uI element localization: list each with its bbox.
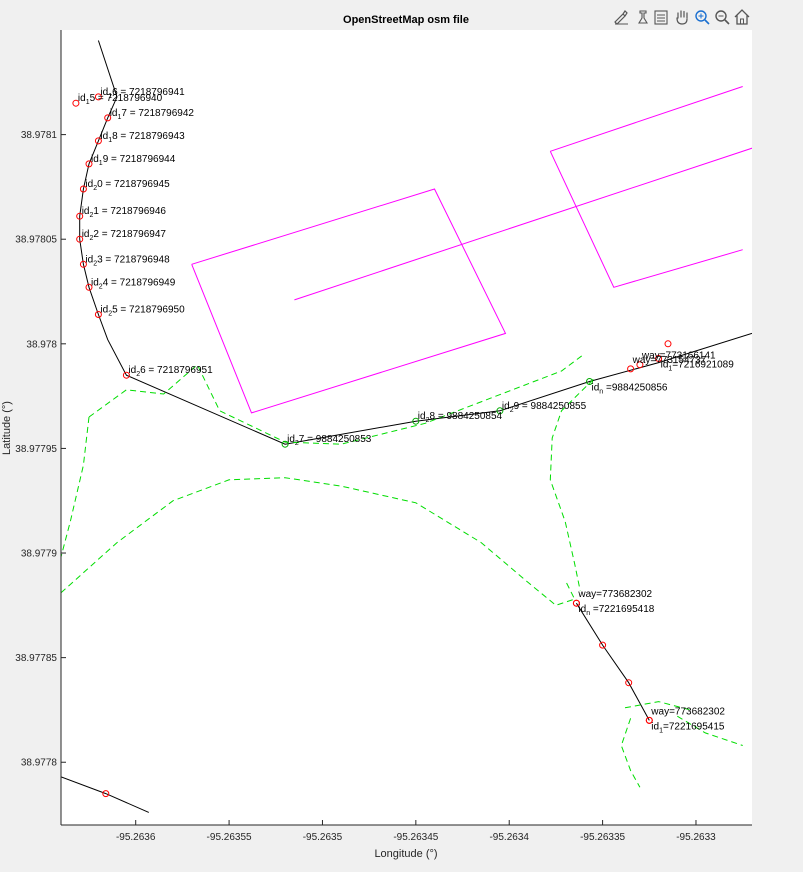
y-axis-ticks: 38.9778 38.97785 38.9779 38.97795 38.978 38.9… <box>15 130 66 769</box>
y-axis-label: Latitude (°) <box>1 401 13 455</box>
y-tick-label: 38.9779 <box>21 549 58 560</box>
y-tick-label: 38.9781 <box>21 130 58 141</box>
series-line-green-dashed <box>677 715 743 746</box>
node-marker[interactable] <box>94 93 102 101</box>
node-label: way=773682302 <box>577 589 652 600</box>
series-line-green-dashed <box>624 701 691 711</box>
x-tick-label: -95.26345 <box>393 832 438 843</box>
node-label: way=773682302 <box>650 706 725 717</box>
node-label: id23 = 7218796948 <box>85 254 170 267</box>
node-marker[interactable] <box>94 311 102 318</box>
x-axis-ticks: -95.2636 -95.26355 -95.2635 -95.26345 -95.26… <box>116 820 716 843</box>
node-marker[interactable] <box>599 641 607 649</box>
node-label: id27 = 9884250853 <box>287 434 372 447</box>
node-marker[interactable] <box>94 137 102 145</box>
node-marker[interactable] <box>627 365 635 373</box>
series-line-green-dashed <box>88 353 585 445</box>
node-marker[interactable] <box>72 99 80 107</box>
node-marker[interactable] <box>625 679 633 687</box>
node-label: id21 = 7218796946 <box>82 206 167 219</box>
series-line-green-dashed <box>61 416 90 559</box>
node-label: id17 = 7218796942 <box>110 108 195 121</box>
series-line-black-solid <box>61 776 150 813</box>
node-label: id19 = 7218796944 <box>91 154 176 167</box>
node-marker[interactable] <box>122 371 130 379</box>
y-tick-label: 38.9778 <box>21 758 58 769</box>
y-tick-label: 38.97785 <box>15 653 57 664</box>
zoom-in-icon[interactable] <box>693 8 711 26</box>
node-label: id1=7216921089 <box>661 360 735 373</box>
node-label: id1=7221695415 <box>651 721 725 734</box>
chart-title: OpenStreetMap osm file <box>343 14 469 26</box>
node-label: idn =7221695418 <box>578 604 654 617</box>
node-label: way=773166141 <box>641 351 716 362</box>
node-marker[interactable] <box>104 114 112 122</box>
axes-toolbar <box>612 8 751 26</box>
node-label: idn =9884250856 <box>592 383 668 396</box>
x-tick-label: -95.2635 <box>303 832 343 843</box>
pan-hand-icon[interactable] <box>673 8 691 26</box>
node-label: way=773154737 <box>632 355 707 366</box>
node-marker[interactable] <box>76 235 84 243</box>
node-label: id16 = 7218796941 <box>100 87 185 100</box>
node-marker[interactable] <box>655 355 663 362</box>
x-tick-label: -95.2636 <box>116 832 156 843</box>
node-label: id24 = 7218796949 <box>91 277 176 290</box>
node-marker[interactable] <box>645 716 653 724</box>
node-marker[interactable] <box>85 160 93 168</box>
series-line-magenta-solid <box>550 86 743 152</box>
series-line-black-solid <box>575 602 650 721</box>
x-axis-label: Longitude (°) <box>374 848 437 860</box>
node-marker[interactable] <box>664 340 672 348</box>
node-marker[interactable] <box>85 283 93 291</box>
node-marker[interactable] <box>636 361 644 369</box>
x-tick-label: -95.2634 <box>489 832 529 843</box>
x-tick-label: -95.26335 <box>580 832 625 843</box>
node-marker[interactable] <box>586 378 593 385</box>
node-marker[interactable] <box>79 260 87 268</box>
series-line-magenta-solid <box>294 147 752 301</box>
zoom-out-icon[interactable] <box>713 8 731 26</box>
series-line-magenta-solid <box>191 188 507 414</box>
series-line-black-solid <box>79 40 752 445</box>
x-tick-label: -95.2633 <box>676 832 716 843</box>
x-tick-label: -95.26355 <box>207 832 252 843</box>
node-marker[interactable] <box>79 185 87 193</box>
node-label: id26 = 7218796951 <box>128 365 213 378</box>
node-label: id15 = 7218796940 <box>78 93 163 106</box>
node-label: id29 = 9884250855 <box>502 401 587 414</box>
node-marker[interactable] <box>281 440 289 448</box>
node-marker[interactable] <box>496 407 504 415</box>
node-label: id20 = 7218796945 <box>85 179 170 192</box>
series-line-green-dashed <box>549 379 594 591</box>
series-line-green-dashed <box>620 718 641 788</box>
home-icon[interactable] <box>733 8 751 26</box>
data-cursor-icon[interactable] <box>634 8 652 26</box>
plot-area[interactable] <box>55 40 761 813</box>
brush-icon[interactable] <box>612 8 630 26</box>
insert-legend-icon[interactable] <box>652 8 670 26</box>
node-label: id28 = 9884250854 <box>418 411 503 424</box>
node-marker[interactable] <box>412 417 420 425</box>
series-line-magenta-solid <box>549 151 743 288</box>
node-label: id25 = 7218796950 <box>100 305 185 318</box>
node-marker[interactable] <box>102 790 110 798</box>
y-tick-label: 38.97795 <box>15 444 57 455</box>
series-line-green-dashed <box>61 477 576 606</box>
node-marker[interactable] <box>572 599 580 607</box>
node-label: id22 = 7218796947 <box>82 229 167 242</box>
node-label: id18 = 7218796943 <box>100 131 185 144</box>
y-tick-label: 38.978 <box>26 339 57 350</box>
node-marker[interactable] <box>76 212 84 220</box>
y-tick-label: 38.97805 <box>15 235 57 246</box>
